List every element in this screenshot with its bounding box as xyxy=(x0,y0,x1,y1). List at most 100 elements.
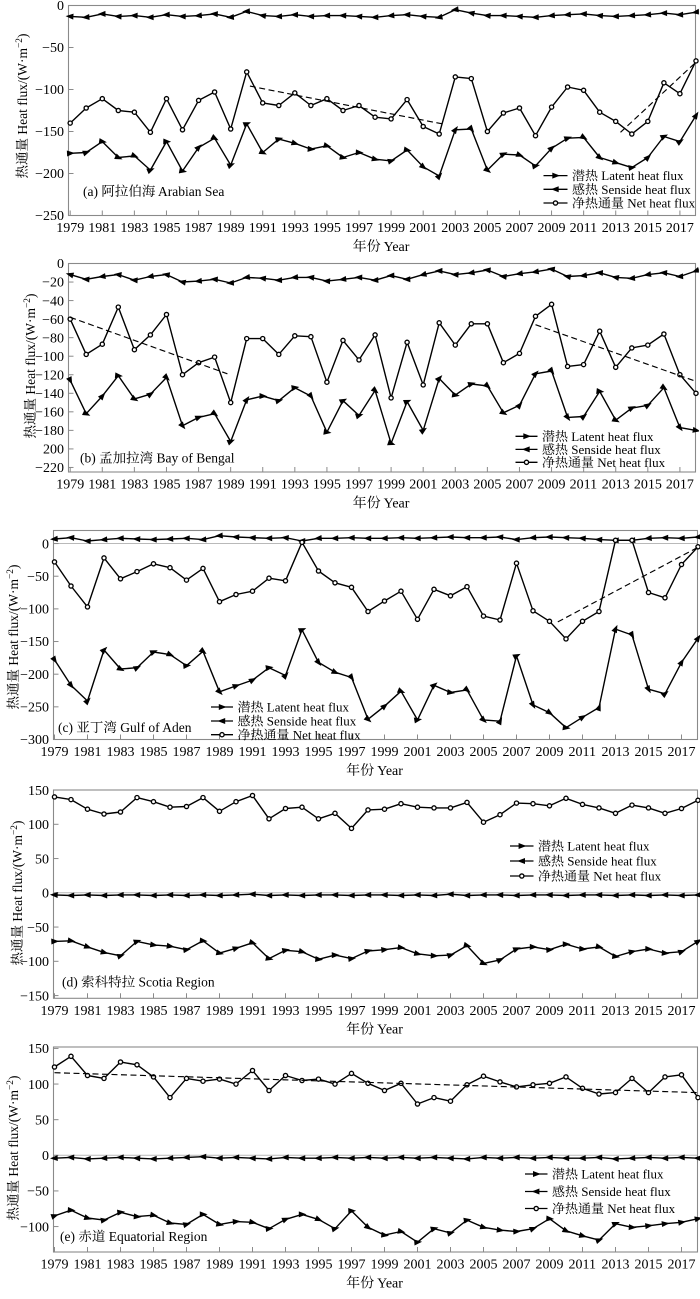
svg-text:−50: −50 xyxy=(27,921,49,936)
svg-text:2013: 2013 xyxy=(602,1004,630,1019)
svg-text:Senside heat flux: Senside heat flux xyxy=(264,714,357,729)
svg-text:2003: 2003 xyxy=(437,1258,465,1273)
svg-text:(c): (c) xyxy=(58,720,76,735)
svg-text:2001: 2001 xyxy=(404,1004,432,1019)
svg-text:Year: Year xyxy=(381,496,410,511)
svg-text:2013: 2013 xyxy=(602,745,630,760)
svg-text:1981: 1981 xyxy=(88,221,116,236)
svg-text:1995: 1995 xyxy=(313,221,341,236)
svg-text:(d): (d) xyxy=(62,975,81,990)
svg-text:2005: 2005 xyxy=(470,1004,498,1019)
svg-text:Senside heat flux: Senside heat flux xyxy=(568,442,661,457)
svg-text:−40: −40 xyxy=(42,294,64,309)
svg-text:−250: −250 xyxy=(20,701,49,716)
svg-text:1993: 1993 xyxy=(281,221,309,236)
svg-text:−2: −2 xyxy=(10,825,20,835)
svg-text:1979: 1979 xyxy=(56,221,84,236)
svg-text:−50: −50 xyxy=(27,1185,49,1200)
svg-text:1997: 1997 xyxy=(338,1004,366,1019)
svg-text:1991: 1991 xyxy=(239,745,267,760)
svg-text:(b): (b) xyxy=(80,451,99,466)
svg-text:1983: 1983 xyxy=(107,745,135,760)
svg-text:2015: 2015 xyxy=(635,1258,663,1273)
svg-text:(e): (e) xyxy=(60,1229,78,1244)
svg-text:150: 150 xyxy=(28,1042,49,1057)
svg-text:1983: 1983 xyxy=(107,1258,135,1273)
svg-text:Heat flux/(W·m: Heat flux/(W·m xyxy=(15,48,30,138)
svg-text:1989: 1989 xyxy=(206,1258,234,1273)
svg-text:1987: 1987 xyxy=(173,1004,201,1019)
svg-text:50: 50 xyxy=(35,852,49,867)
svg-text:1997: 1997 xyxy=(338,1258,366,1273)
svg-text:−140: −140 xyxy=(35,387,64,402)
svg-text:1983: 1983 xyxy=(120,478,148,493)
svg-text:2015: 2015 xyxy=(635,745,663,760)
svg-text:−150: −150 xyxy=(20,635,49,650)
svg-text:1989: 1989 xyxy=(217,478,245,493)
svg-text:1993: 1993 xyxy=(281,478,309,493)
svg-text:1993: 1993 xyxy=(272,745,300,760)
svg-text:1987: 1987 xyxy=(173,1258,201,1273)
svg-text:1981: 1981 xyxy=(88,478,116,493)
svg-text:−120: −120 xyxy=(35,368,64,383)
svg-text:): ) xyxy=(15,33,30,38)
svg-text:−2: −2 xyxy=(23,298,33,308)
svg-text:−150: −150 xyxy=(20,989,49,1004)
svg-text:Net heat flux: Net heat flux xyxy=(624,196,696,211)
svg-text:−100: −100 xyxy=(35,350,64,365)
svg-text:1991: 1991 xyxy=(249,221,277,236)
svg-text:1985: 1985 xyxy=(140,1258,168,1273)
svg-text:Bay of Bengal: Bay of Bengal xyxy=(153,451,235,466)
svg-text:−60: −60 xyxy=(42,313,64,328)
svg-text:Latent heat flux: Latent heat flux xyxy=(264,700,350,715)
svg-text:2001: 2001 xyxy=(409,478,437,493)
svg-text:2001: 2001 xyxy=(404,1258,432,1273)
svg-text:2011: 2011 xyxy=(569,745,596,760)
svg-text:1981: 1981 xyxy=(74,1258,102,1273)
svg-text:1999: 1999 xyxy=(371,745,399,760)
svg-text:Year: Year xyxy=(374,1276,403,1291)
svg-text:2009: 2009 xyxy=(536,1258,564,1273)
svg-text:): ) xyxy=(6,564,21,569)
svg-text:2013: 2013 xyxy=(602,478,630,493)
svg-text:1997: 1997 xyxy=(345,478,373,493)
svg-text:1979: 1979 xyxy=(56,478,84,493)
svg-text:1999: 1999 xyxy=(371,1258,399,1273)
svg-text:−220: −220 xyxy=(35,461,64,476)
svg-text:−50: −50 xyxy=(42,41,64,56)
svg-text:1985: 1985 xyxy=(152,478,180,493)
svg-text:0: 0 xyxy=(57,0,64,14)
svg-text:−300: −300 xyxy=(20,733,49,748)
svg-text:−100: −100 xyxy=(20,603,49,618)
svg-text:2001: 2001 xyxy=(404,745,432,760)
svg-text:1979: 1979 xyxy=(41,745,69,760)
svg-text:1979: 1979 xyxy=(41,1258,69,1273)
svg-text:2005: 2005 xyxy=(470,1258,498,1273)
svg-text:2011: 2011 xyxy=(569,1004,596,1019)
svg-text:Latent heat flux: Latent heat flux xyxy=(578,1167,664,1182)
svg-text:2017: 2017 xyxy=(668,745,696,760)
svg-text:−160: −160 xyxy=(35,406,64,421)
svg-text:1981: 1981 xyxy=(74,1004,102,1019)
svg-text:2003: 2003 xyxy=(437,1004,465,1019)
svg-text:2007: 2007 xyxy=(505,221,533,236)
svg-text:Year: Year xyxy=(374,1023,403,1038)
svg-text:2011: 2011 xyxy=(570,478,597,493)
svg-text:2017: 2017 xyxy=(668,1258,696,1273)
svg-text:1985: 1985 xyxy=(140,1004,168,1019)
svg-text:2005: 2005 xyxy=(473,221,501,236)
svg-text:−2: −2 xyxy=(6,1080,16,1090)
svg-text:−100: −100 xyxy=(20,955,49,970)
svg-text:0: 0 xyxy=(42,537,49,552)
svg-text:2017: 2017 xyxy=(668,1004,696,1019)
svg-text:): ) xyxy=(6,1075,21,1080)
svg-text:Heat flux/(W·m: Heat flux/(W·m xyxy=(10,835,25,925)
svg-text:Heat flux/(W·m: Heat flux/(W·m xyxy=(23,308,38,398)
svg-text:1985: 1985 xyxy=(152,221,180,236)
svg-text:−100: −100 xyxy=(20,1220,49,1235)
svg-text:2015: 2015 xyxy=(634,478,662,493)
svg-text:1989: 1989 xyxy=(217,221,245,236)
svg-text:Net heat flux: Net heat flux xyxy=(590,869,662,884)
svg-text:2015: 2015 xyxy=(635,1004,663,1019)
svg-text:2013: 2013 xyxy=(602,221,630,236)
